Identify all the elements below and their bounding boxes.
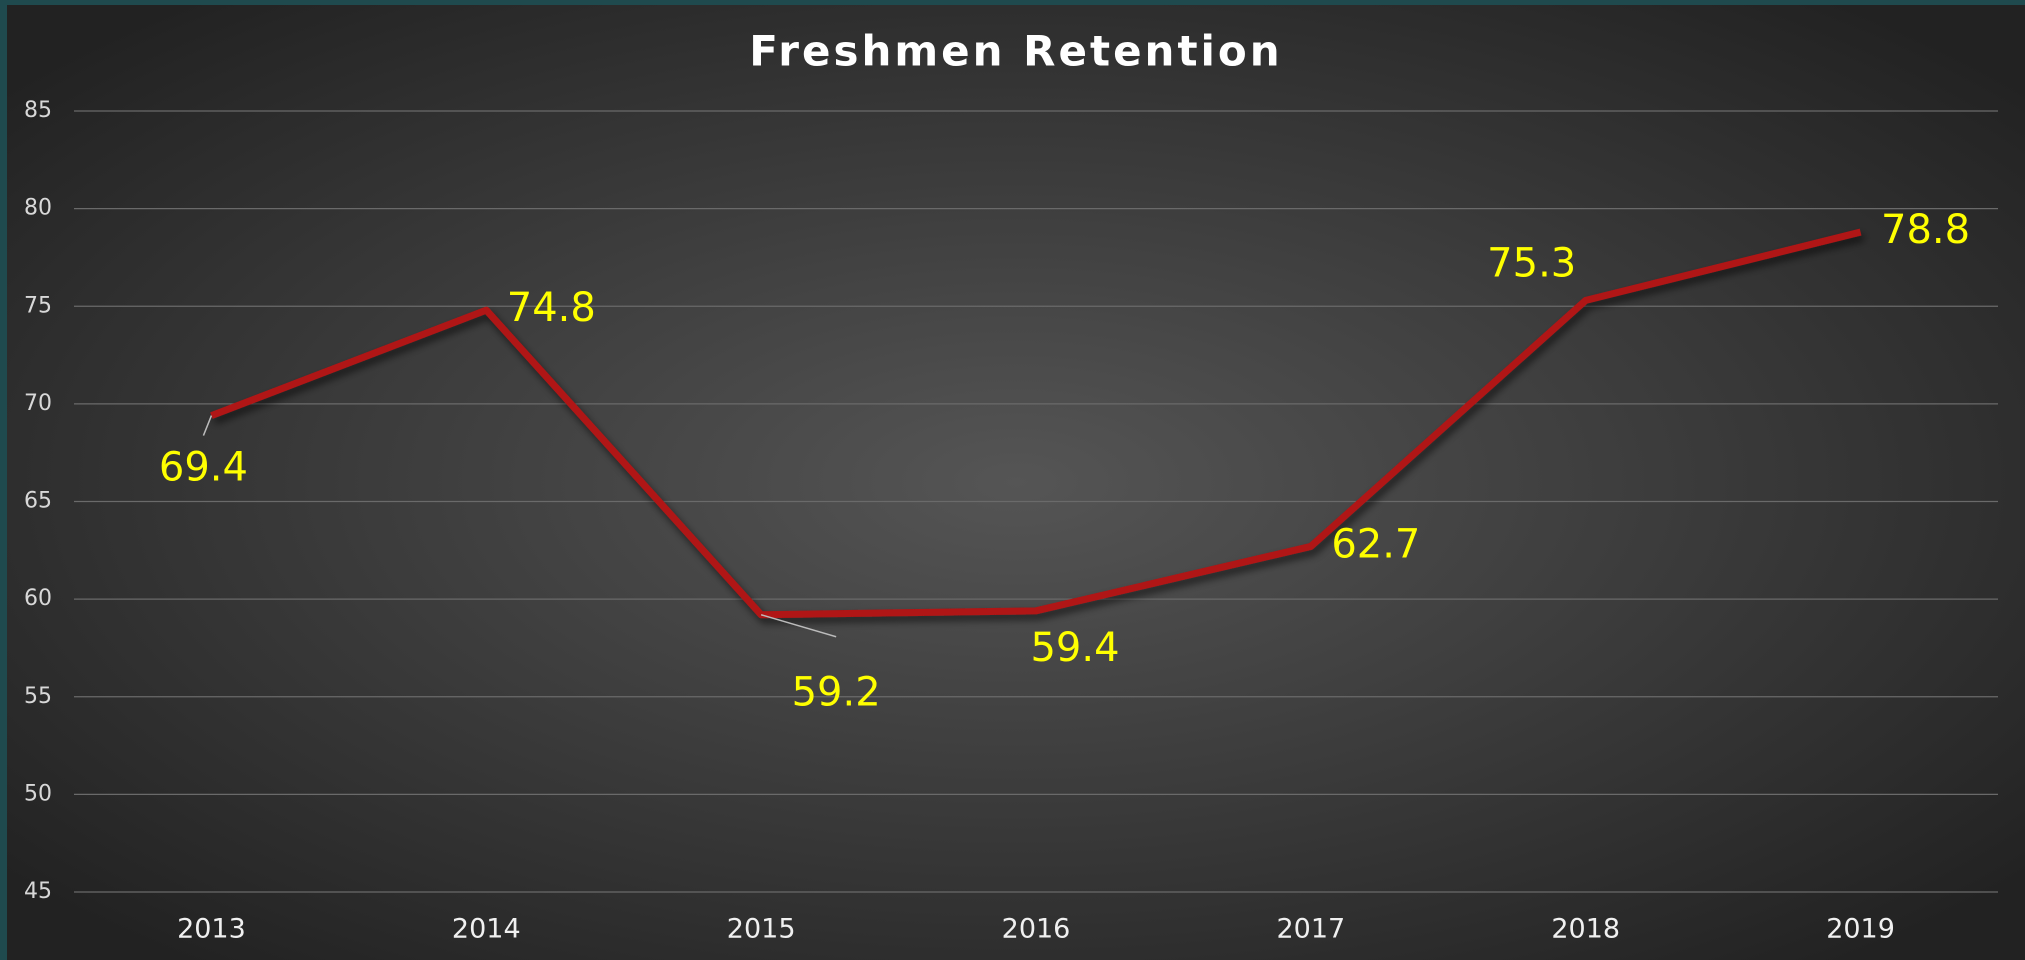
data-label: 59.2 [792,670,881,716]
background [7,5,2025,960]
data-label: 69.4 [159,445,248,491]
y-tick-label: 60 [24,586,52,611]
data-label: 62.7 [1331,521,1420,567]
x-tick-label: 2015 [727,914,796,945]
y-tick-label: 85 [24,98,52,123]
leader-line [202,415,213,436]
leader-line [760,614,837,638]
x-tick-label: 2018 [1551,914,1620,945]
x-tick-label: 2013 [177,914,246,945]
y-tick-label: 70 [24,391,52,416]
data-label: 59.4 [1030,625,1119,671]
line [210,228,1862,619]
y-tick-label: 80 [24,196,52,221]
x-tick-label: 2014 [452,914,521,945]
x-tick-label: 2019 [1826,914,1895,945]
y-tick-label: 75 [24,293,52,318]
x-tick-label: 2016 [1002,914,1071,945]
data-label: 78.8 [1881,207,1970,253]
y-tick-label: 45 [24,879,52,904]
y-tick-label: 50 [24,781,52,806]
data-label: 74.8 [507,285,596,331]
data-label: 75.3 [1487,240,1576,286]
y-tick-label: 65 [24,489,52,514]
chart-title: Freshmen Retention [749,27,1282,76]
y-tick-label: 55 [24,684,52,709]
x-tick-label: 2017 [1276,914,1345,945]
